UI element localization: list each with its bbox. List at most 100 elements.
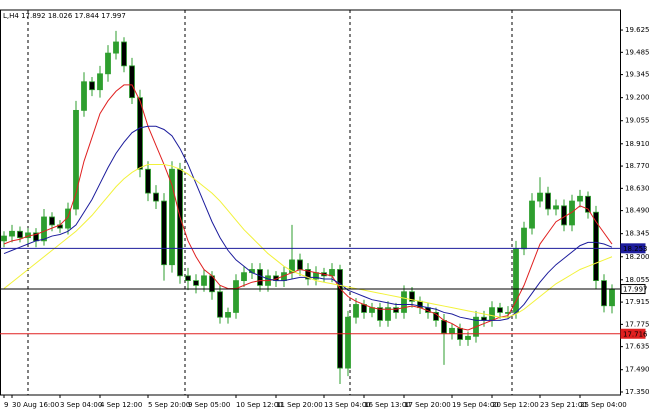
y-tick-label: 17.350 — [625, 388, 650, 396]
candle-body — [441, 319, 447, 334]
candle-body — [217, 291, 223, 318]
candle-body — [385, 307, 391, 321]
y-tick-label: 17.775 — [625, 320, 650, 328]
candle-body — [329, 269, 335, 277]
y-tick-label: 17.490 — [625, 366, 650, 374]
candle-body — [489, 307, 495, 321]
y-tick-label: 19.345 — [625, 71, 650, 79]
y-tick-label: 18.910 — [625, 140, 650, 148]
x-tick-label: 19 Sep 04:00 — [452, 401, 499, 409]
y-tick-label: 18.490 — [625, 207, 650, 215]
x-tick-label: 13 Sep 04:00 — [324, 401, 371, 409]
y-tick-label: 19.625 — [625, 26, 650, 34]
candle-body — [1, 235, 7, 242]
candle-body — [225, 312, 231, 318]
candle-body — [121, 41, 127, 67]
chart-header: L,H4 17.892 18.026 17.844 17.997 — [3, 12, 126, 20]
candle-body — [129, 65, 135, 99]
y-tick-label: 19.055 — [625, 117, 650, 125]
candle-body — [297, 259, 303, 270]
candle-body — [545, 192, 551, 210]
x-tick-label: 20 Sep 12:00 — [492, 401, 539, 409]
candle-body — [65, 208, 71, 229]
candle-body — [537, 192, 543, 202]
x-tick-label: 3 Sep 04:00 — [60, 401, 102, 409]
candle-body — [49, 216, 55, 226]
x-tick-label: 23 Sep 21:00 — [540, 401, 587, 409]
candle-body — [89, 81, 95, 91]
open-value: 17.892 — [21, 12, 46, 20]
candle-body — [9, 230, 15, 237]
candle-body — [161, 200, 167, 266]
x-tick-label: 16 Sep 13:00 — [364, 401, 411, 409]
x-tick-label: 17 Sep 20:00 — [404, 401, 451, 409]
candle-body — [393, 307, 399, 313]
candle-body — [353, 304, 359, 318]
moving-average — [3, 84, 613, 331]
candle-body — [337, 269, 343, 369]
candle-body — [201, 275, 207, 286]
symbol: L,H4 — [3, 12, 19, 20]
candle-body — [569, 200, 575, 226]
y-tick-label: 17.635 — [625, 343, 650, 351]
x-tick-label: 5 Sep 20:00 — [148, 401, 190, 409]
y-tick-label: 19.485 — [625, 48, 650, 56]
y-tick-label: 18.770 — [625, 162, 650, 170]
y-tick-label: 18.055 — [625, 276, 650, 284]
candle-body — [529, 200, 535, 229]
candle-body — [305, 269, 311, 280]
candle-body — [497, 307, 503, 313]
candle-body — [17, 230, 23, 239]
y-tick-label: 17.915 — [625, 298, 650, 306]
candle-body — [257, 269, 263, 286]
price-level-box — [620, 243, 646, 254]
candle-body — [137, 97, 143, 170]
price-level-label: 18.253 — [623, 245, 648, 253]
candle-body — [585, 195, 591, 213]
candle-body — [233, 280, 239, 313]
x-tick-label: 11 Sep 20:00 — [276, 401, 323, 409]
candle-body — [345, 316, 351, 369]
candle-body — [105, 52, 111, 75]
candle-body — [601, 280, 607, 307]
high-value: 18.026 — [48, 12, 73, 20]
price-level-label: 17.997 — [623, 286, 648, 294]
candle-body — [81, 81, 87, 111]
candle-body — [505, 312, 511, 314]
candle-body — [241, 272, 247, 282]
candle-body — [449, 327, 455, 334]
candle-body — [521, 227, 527, 250]
x-tick-label: 30 Aug 16:00 — [12, 401, 59, 409]
y-tick-label: 18.630 — [625, 184, 650, 192]
y-tick-label: 18.345 — [625, 230, 650, 238]
candle-body — [609, 288, 615, 307]
candle-body — [185, 275, 191, 282]
candle-body — [553, 205, 559, 210]
candle-body — [153, 192, 159, 202]
x-tick-label: 9 Sep 05:00 — [188, 401, 230, 409]
x-tick-label: 25 Sep 04:00 — [580, 401, 627, 409]
x-tick-label: 4 Sep 12:00 — [100, 401, 142, 409]
candle-body — [593, 211, 599, 282]
candle-body — [465, 335, 471, 340]
plot-frame — [0, 9, 621, 396]
candle-body — [97, 73, 103, 91]
close-value: 17.997 — [101, 12, 126, 20]
candle-body — [577, 195, 583, 202]
price-level-label: 17.716 — [623, 330, 648, 338]
price-level-box — [620, 328, 646, 339]
price-level-box — [620, 284, 646, 295]
candle-body — [169, 168, 175, 266]
candle-body — [513, 248, 519, 313]
candle-body — [401, 291, 407, 313]
x-tick-label: 10 Sep 12:00 — [236, 401, 283, 409]
candle-body — [193, 280, 199, 286]
low-value: 17.844 — [75, 12, 100, 20]
candle-body — [409, 291, 415, 302]
x-tick-label: 9 — [4, 401, 8, 409]
candle-body — [41, 216, 47, 242]
moving-average — [3, 163, 613, 318]
candle-body — [145, 168, 151, 194]
